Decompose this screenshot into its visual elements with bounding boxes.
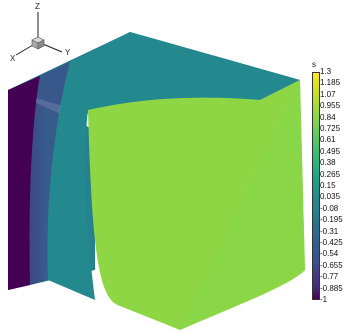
colorbar-tick-label: 0.61 bbox=[320, 135, 336, 145]
cube-left-teal-region bbox=[47, 32, 300, 300]
axes-triad: Z Y X bbox=[10, 2, 71, 63]
cube-left-blue-band bbox=[29, 62, 70, 285]
colorbar-tick-label: 0.495 bbox=[320, 146, 341, 156]
colorbar-tick-label: 0.265 bbox=[320, 169, 341, 179]
colorbar-title: s bbox=[312, 60, 316, 69]
colorbar-tick-label: 0.955 bbox=[320, 101, 341, 111]
colorbar-tick-label: 1.3 bbox=[320, 67, 332, 76]
colorbar-tick-label: -0.08 bbox=[320, 203, 339, 213]
colorbar-tick-label: -0.31 bbox=[320, 226, 339, 236]
cube-left-dark-band bbox=[8, 76, 40, 290]
colorbar-gradient bbox=[312, 72, 320, 300]
triad-z-label: Z bbox=[35, 2, 40, 11]
cube-right-face-edge bbox=[180, 80, 305, 330]
colorbar-tick-label: -0.77 bbox=[320, 272, 339, 282]
triad-cube-right bbox=[37, 39, 45, 50]
colorbar-tick-label: 1.185 bbox=[320, 78, 341, 88]
colorbar-tick-label: 0.035 bbox=[320, 192, 341, 202]
colorbar-tick-label: 0.15 bbox=[320, 181, 336, 190]
colorbar-legend: s 1.3 1.185 1.07 0.955 0.84 0.725 0.61 0.495 0.3… bbox=[308, 60, 350, 305]
colorbar-tick-label: -0.195 bbox=[320, 215, 343, 225]
colorbar-tick-label: 0.38 bbox=[320, 158, 336, 168]
triad-x-label: X bbox=[10, 54, 16, 63]
colorbar-tick-label: 0.725 bbox=[320, 124, 341, 133]
colorbar-tick-label: -0.54 bbox=[320, 249, 339, 259]
colorbar-tick-label: 1.07 bbox=[320, 89, 336, 99]
colorbar-tick-label: 0.84 bbox=[320, 112, 336, 122]
colorbar-tick-label: -1 bbox=[320, 295, 328, 304]
triad-y-label: Y bbox=[65, 48, 71, 57]
colorbar-tick-label: -0.425 bbox=[320, 238, 343, 247]
colorbar-tick-label: -0.655 bbox=[320, 260, 343, 270]
colorbar-tick-label: -0.885 bbox=[320, 283, 343, 293]
